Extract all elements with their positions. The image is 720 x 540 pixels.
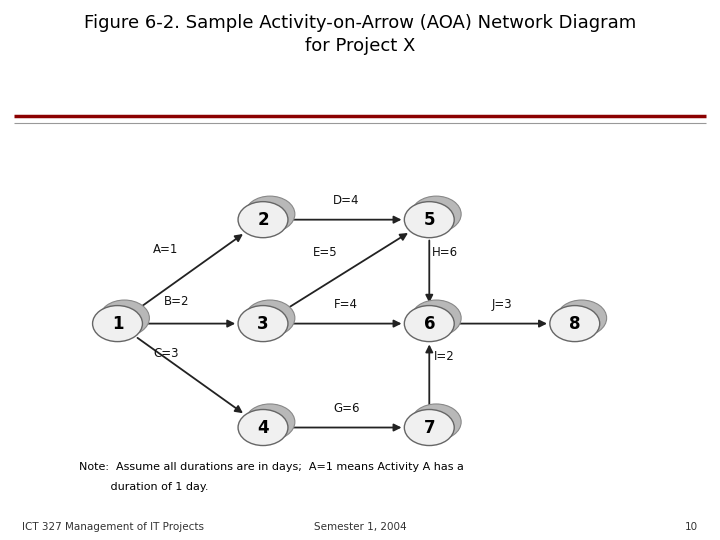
Text: D=4: D=4: [333, 194, 359, 207]
Ellipse shape: [245, 196, 295, 232]
Ellipse shape: [405, 409, 454, 445]
Text: duration of 1 day.: duration of 1 day.: [79, 482, 209, 491]
Ellipse shape: [93, 306, 143, 342]
Text: 3: 3: [257, 315, 269, 333]
Text: 2: 2: [257, 211, 269, 228]
Text: 7: 7: [423, 418, 435, 436]
Text: 1: 1: [112, 315, 123, 333]
Ellipse shape: [238, 201, 288, 238]
Text: B=2: B=2: [163, 295, 189, 308]
Text: Note:  Assume all durations are in days;  A=1 means Activity A has a: Note: Assume all durations are in days; …: [79, 462, 464, 472]
Ellipse shape: [245, 300, 295, 336]
Ellipse shape: [557, 300, 607, 336]
Text: E=5: E=5: [313, 246, 338, 259]
Text: Semester 1, 2004: Semester 1, 2004: [314, 522, 406, 532]
Text: 4: 4: [257, 418, 269, 436]
Text: G=6: G=6: [333, 402, 359, 415]
Text: 5: 5: [423, 211, 435, 228]
Text: 10: 10: [685, 522, 698, 532]
Text: J=3: J=3: [492, 298, 513, 311]
Text: A=1: A=1: [153, 244, 179, 256]
Text: Figure 6-2. Sample Activity-on-Arrow (AOA) Network Diagram
for Project X: Figure 6-2. Sample Activity-on-Arrow (AO…: [84, 14, 636, 55]
Ellipse shape: [411, 196, 461, 232]
Text: F=4: F=4: [334, 298, 358, 311]
Text: ICT 327 Management of IT Projects: ICT 327 Management of IT Projects: [22, 522, 204, 532]
Ellipse shape: [405, 201, 454, 238]
Text: I=2: I=2: [434, 350, 455, 363]
Text: H=6: H=6: [431, 246, 458, 259]
Ellipse shape: [411, 404, 461, 440]
Ellipse shape: [550, 306, 600, 342]
Ellipse shape: [405, 306, 454, 342]
Ellipse shape: [99, 300, 149, 336]
Ellipse shape: [238, 306, 288, 342]
Ellipse shape: [411, 300, 461, 336]
Text: 8: 8: [569, 315, 580, 333]
Text: C=3: C=3: [153, 347, 179, 360]
Text: 6: 6: [423, 315, 435, 333]
Ellipse shape: [238, 409, 288, 445]
Ellipse shape: [245, 404, 295, 440]
